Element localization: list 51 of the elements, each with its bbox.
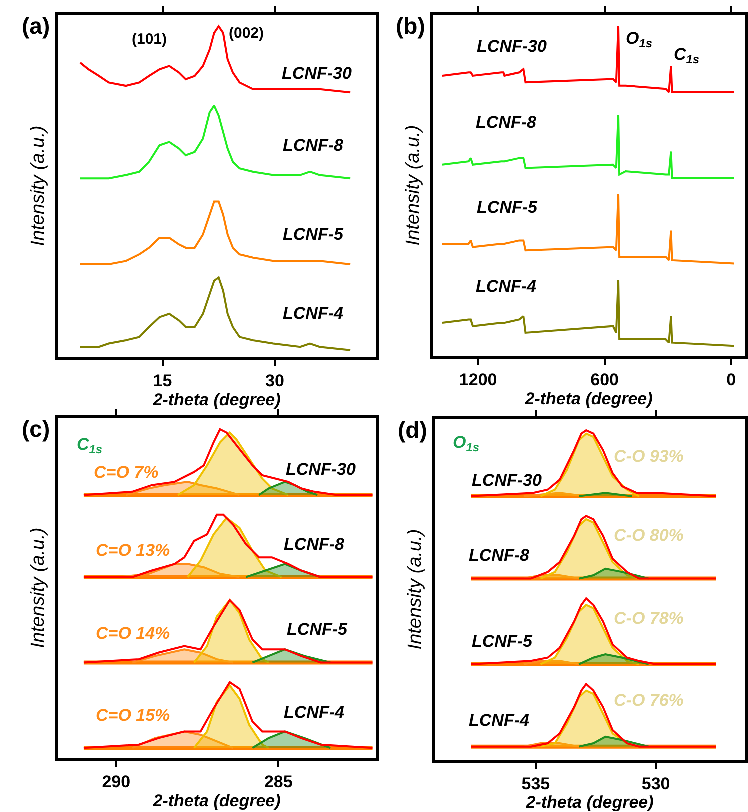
y-axis-title: Intensity (a.u.) — [28, 126, 49, 246]
annotation: C=O 13% — [96, 541, 170, 560]
annotation: LCNF-8 — [476, 113, 537, 132]
x-tick-label: 285 — [264, 772, 293, 792]
x-tick-label: 0 — [726, 370, 736, 390]
annotation: LCNF-5 — [283, 225, 344, 244]
chart-title: (a) — [22, 13, 50, 39]
annotation: LCNF-5 — [472, 632, 533, 651]
annotation: LCNF-4 — [476, 277, 537, 296]
annotation: C=O 15% — [96, 706, 170, 725]
annotation: O$_{1s}$ — [453, 433, 480, 455]
annotation: LCNF-8 — [469, 546, 530, 565]
y-axis-title: Intensity (a.u.) — [28, 528, 49, 648]
annotation: LCNF-5 — [477, 198, 538, 217]
y-axis-title: Intensity (a.u.) — [402, 125, 424, 246]
x-tick-label: 600 — [590, 370, 619, 390]
annotation: (101) — [132, 31, 168, 48]
chart-title: (c) — [22, 416, 50, 442]
x-axis-title: 2-theta (degree) — [524, 389, 654, 408]
x-tick-label: 30 — [266, 371, 284, 390]
annotation: LCNF-30 — [477, 37, 548, 56]
annotation: LCNF-4 — [284, 703, 345, 722]
annotation: C$_{1s}$ — [77, 435, 103, 457]
x-axis-title: 2-theta (degree) — [152, 791, 282, 810]
annotation: C-O 93% — [614, 447, 684, 466]
annotation: LCNF-4 — [469, 711, 530, 730]
annotation: C-O 76% — [614, 691, 684, 710]
annotation: LCNF-30 — [282, 64, 352, 83]
x-tick-label: 530 — [642, 774, 670, 794]
annotation: C=O 14% — [96, 624, 170, 643]
annotation: C=O 7% — [94, 463, 159, 482]
annotation: LCNF-8 — [283, 136, 344, 155]
x-axis-title: 2-theta (degree) — [152, 390, 282, 410]
x-tick-label: 1200 — [459, 370, 498, 390]
x-axis-title: 2-theta (degree) — [525, 793, 654, 812]
x-tick-label: 15 — [153, 371, 172, 390]
annotation: O$_{1s}$ — [626, 29, 653, 51]
chart-title: (b) — [396, 13, 426, 39]
annotation: LCNF-8 — [284, 535, 345, 554]
chart-title: (d) — [398, 417, 428, 443]
annotation: C-O 80% — [614, 526, 684, 545]
y-axis-title: Intensity (a.u.) — [404, 529, 426, 650]
annotation: LCNF-30 — [472, 471, 542, 490]
x-tick-label: 290 — [102, 772, 131, 792]
annotation: LCNF-4 — [283, 304, 344, 323]
annotation: C$_{1s}$ — [674, 45, 700, 67]
annotation: (002) — [229, 25, 264, 42]
x-tick-label: 535 — [522, 774, 550, 794]
annotation: C-O 78% — [614, 609, 684, 628]
annotation: LCNF-30 — [286, 460, 356, 479]
annotation: LCNF-5 — [287, 620, 348, 639]
